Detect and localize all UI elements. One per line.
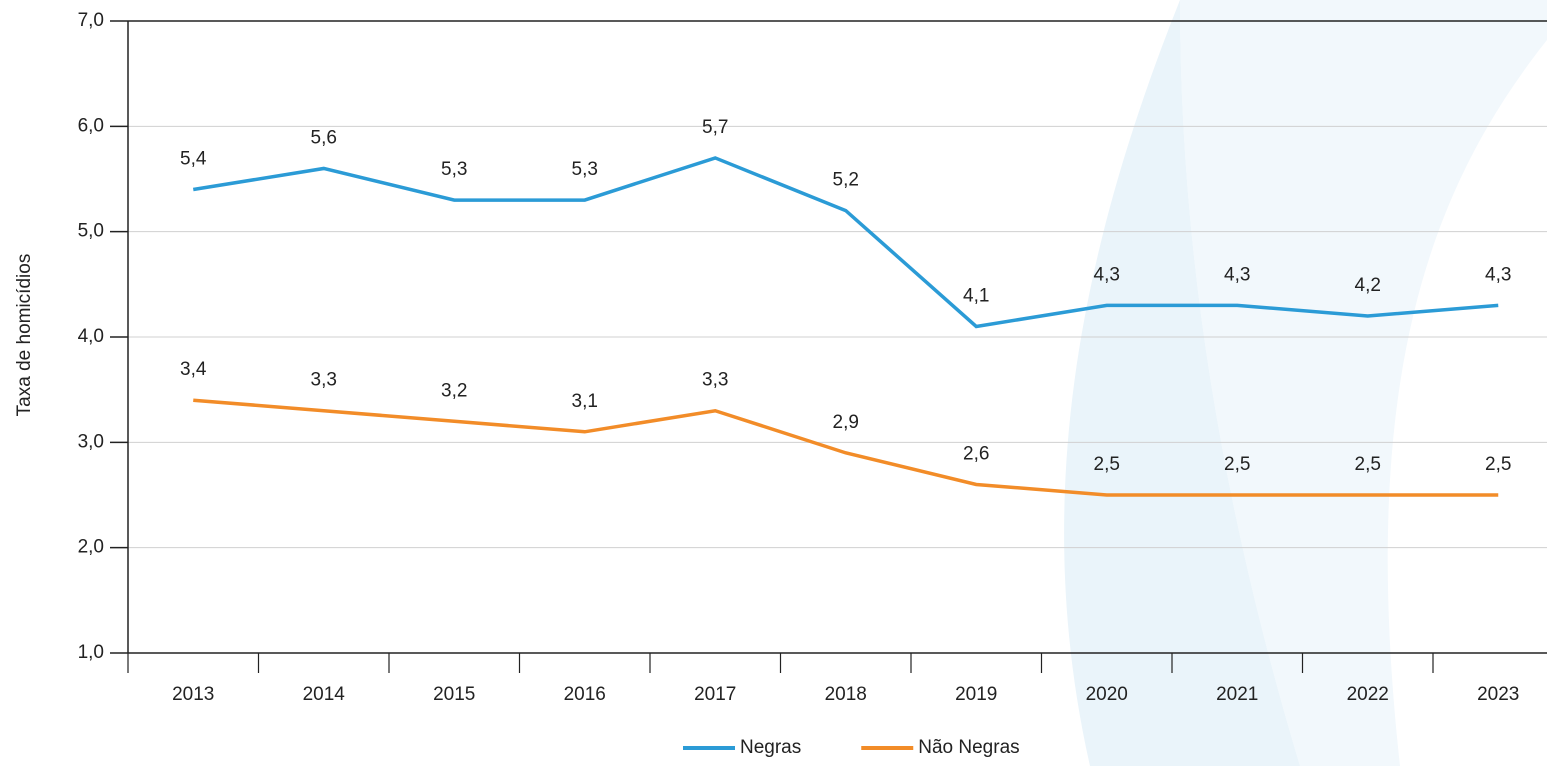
x-tick-label: 2021: [1216, 684, 1258, 705]
data-label: 3,4: [180, 359, 207, 380]
x-tick-label: 2022: [1347, 684, 1389, 705]
data-label: 5,3: [572, 159, 598, 180]
series-line: [192, 156, 1499, 329]
x-tick-label: 2018: [825, 684, 867, 705]
data-label: 4,3: [1224, 264, 1250, 285]
data-label: 3,2: [441, 380, 467, 401]
data-label: 5,2: [833, 170, 859, 191]
legend-label: Negras: [740, 737, 801, 758]
x-tick-label: 2015: [433, 684, 475, 705]
background-shape: [1180, 0, 1547, 766]
y-tick-label: 7,0: [78, 10, 104, 31]
data-label: 2,5: [1485, 454, 1511, 475]
y-tick-label: 1,0: [78, 642, 104, 663]
data-label: 2,5: [1224, 454, 1250, 475]
x-tick-label: 2014: [303, 684, 346, 705]
data-label: 5,4: [180, 149, 207, 170]
data-label: 5,3: [441, 159, 467, 180]
data-label: 3,3: [311, 370, 337, 391]
x-tick-label: 2023: [1477, 684, 1519, 705]
data-label: 2,6: [963, 443, 989, 464]
y-tick-label: 6,0: [78, 115, 104, 136]
x-tick-label: 2019: [955, 684, 997, 705]
y-tick-label: 4,0: [78, 326, 104, 347]
legend-label: Não Negras: [918, 737, 1019, 758]
series-line: [193, 398, 1499, 497]
y-tick-label: 5,0: [78, 221, 104, 242]
data-label: 5,7: [702, 117, 728, 138]
data-label: 4,2: [1355, 275, 1381, 296]
x-tick-label: 2016: [564, 684, 606, 705]
data-label: 5,6: [311, 127, 337, 148]
x-tick-label: 2013: [172, 684, 214, 705]
data-label: 2,5: [1355, 454, 1381, 475]
y-tick-label: 2,0: [78, 537, 104, 558]
background-shape: [1064, 0, 1300, 766]
x-tick-label: 2020: [1086, 684, 1128, 705]
data-label: 2,9: [833, 412, 859, 433]
y-axis-title: Taxa de homicídios: [14, 254, 35, 417]
data-label: 3,1: [572, 391, 598, 412]
x-tick-label: 2017: [694, 684, 736, 705]
data-label: 4,3: [1094, 264, 1120, 285]
data-label: 4,3: [1485, 264, 1511, 285]
y-tick-label: 3,0: [78, 431, 104, 452]
data-label: 4,1: [963, 285, 989, 306]
data-label: 2,5: [1094, 454, 1120, 475]
data-label: 3,3: [702, 370, 728, 391]
